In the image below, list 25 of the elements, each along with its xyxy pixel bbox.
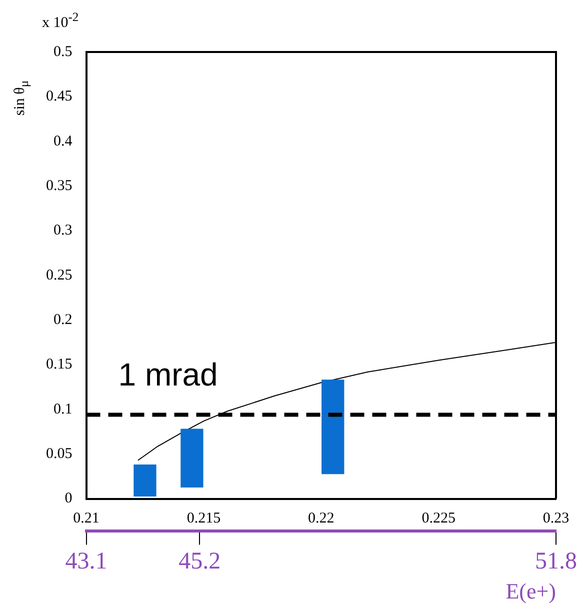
y-tick-label: 0.25 — [46, 267, 72, 284]
x2-tick-label: 51.8 — [535, 548, 577, 574]
y-tick-label: 0.3 — [54, 222, 72, 239]
x-tick-label: 0.23 — [542, 510, 570, 527]
y-tick-label: 0.4 — [54, 133, 73, 150]
y-tick-label: 0.2 — [54, 312, 72, 328]
y-tick-label: 0.1 — [54, 401, 72, 418]
y-tick-label: 0.35 — [46, 178, 72, 194]
x-tick-label: 0.22 — [308, 510, 334, 527]
text: x 10$^{-2}$ — [42, 10, 79, 32]
bar — [134, 464, 156, 496]
x2-axis-title: E(e+) — [506, 578, 556, 604]
y-tick-label: 0.45 — [46, 88, 72, 105]
x-tick-label: 0.21 — [73, 510, 100, 527]
x-tick-label: 0.225 — [422, 510, 456, 527]
y-tick-label: 0.05 — [46, 446, 72, 462]
x2-tick-label: 45.2 — [178, 548, 221, 574]
bar — [322, 380, 344, 474]
y-tick-label: 0.15 — [46, 356, 72, 373]
ref-line-label: 1 mrad — [118, 356, 218, 393]
x-tick-label: 0.215 — [186, 510, 221, 527]
y-tick-label: 0.5 — [54, 44, 72, 60]
y-tick-label: 0 — [64, 490, 72, 507]
x2-tick-label: 43.1 — [65, 548, 108, 574]
bar — [180, 428, 204, 488]
